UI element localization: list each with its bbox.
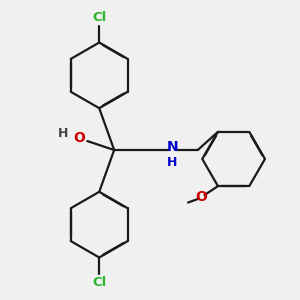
Text: Cl: Cl [92,276,106,289]
Text: O: O [196,190,207,204]
Text: O: O [73,131,85,145]
Text: H: H [58,127,68,140]
Text: H: H [167,156,178,169]
Text: Cl: Cl [92,11,106,24]
Text: N: N [167,140,178,154]
